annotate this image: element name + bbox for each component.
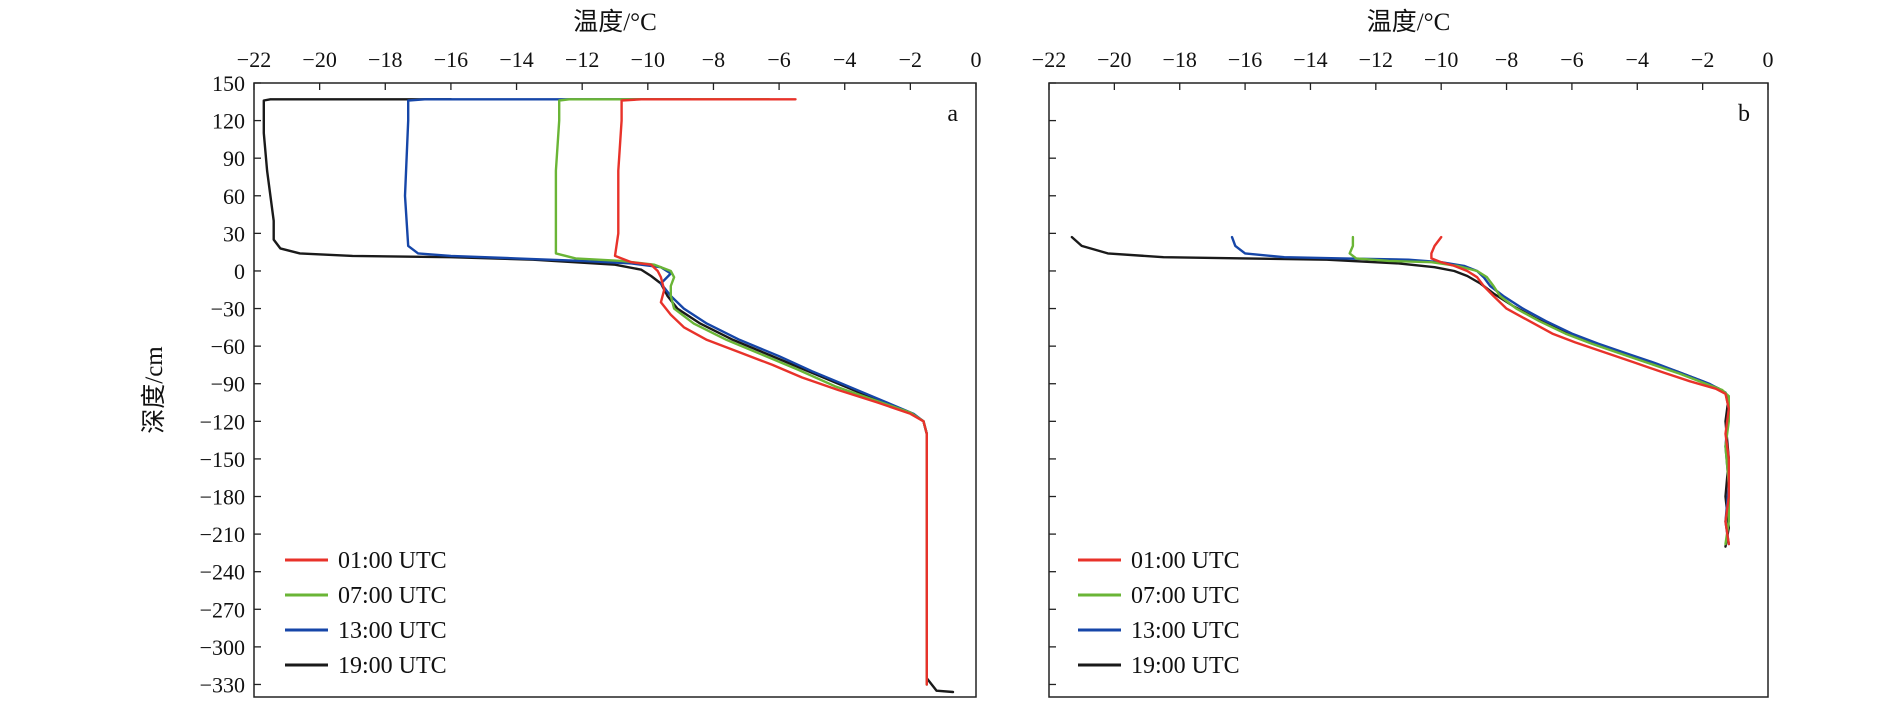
legend-label: 07:00 UTC xyxy=(338,583,447,609)
x-tick-label: 0 xyxy=(1763,47,1774,72)
y-tick-label: −120 xyxy=(200,409,245,434)
x-tick-label: −6 xyxy=(1560,47,1583,72)
legend-label: 01:00 UTC xyxy=(338,548,447,574)
x-tick-label: −20 xyxy=(302,47,336,72)
series-line-19-00-utc xyxy=(1070,235,1730,548)
x-axis-title: 温度/°C xyxy=(573,8,657,36)
x-tick-label: −12 xyxy=(565,47,599,72)
y-tick-label: −210 xyxy=(200,522,245,547)
x-tick-label: −22 xyxy=(1032,47,1066,72)
plot-frame xyxy=(1048,82,1769,698)
y-axis-title: 深度/cm xyxy=(140,346,168,434)
y-tick-label: 60 xyxy=(223,184,245,209)
legend-label: 19:00 UTC xyxy=(338,653,447,679)
x-tick-label: −12 xyxy=(1359,47,1393,72)
x-tick-label: −18 xyxy=(368,47,402,72)
chart-panel-a: −22 −20 −18 −16 −14 −12 −10 −8 −6 −4 −2 0温度/°C15012… xyxy=(140,8,982,698)
x-tick-label: −10 xyxy=(631,47,665,72)
x-tick-label: −16 xyxy=(1228,47,1262,72)
x-tick-label: −14 xyxy=(1293,47,1327,72)
y-tick-label: −330 xyxy=(200,672,245,697)
legend-label: 01:00 UTC xyxy=(1131,548,1240,574)
plot-frame xyxy=(253,82,977,698)
series-line-07-00-utc xyxy=(554,98,928,686)
x-tick-label: −18 xyxy=(1163,47,1197,72)
y-tick-label: −150 xyxy=(200,447,245,472)
x-tick-label: −2 xyxy=(899,47,922,72)
x-tick-label: −14 xyxy=(499,47,533,72)
x-tick-label: −8 xyxy=(702,47,725,72)
y-tick-label: −240 xyxy=(200,560,245,585)
series-line-01-00-utc xyxy=(613,98,928,686)
y-tick-label: −180 xyxy=(200,485,245,510)
y-tick-label: 0 xyxy=(234,259,245,284)
x-tick-label: −2 xyxy=(1691,47,1714,72)
x-tick-label: 0 xyxy=(971,47,982,72)
legend-label: 13:00 UTC xyxy=(1131,618,1240,644)
panel-label: a xyxy=(947,101,958,127)
x-tick-label: −16 xyxy=(434,47,468,72)
x-tick-label: −22 xyxy=(237,47,271,72)
legend-label: 07:00 UTC xyxy=(1131,583,1240,609)
legend-label: 13:00 UTC xyxy=(338,618,447,644)
y-tick-label: −90 xyxy=(211,372,245,397)
y-tick-label: 150 xyxy=(212,71,245,96)
x-tick-label: −6 xyxy=(767,47,790,72)
y-tick-label: −30 xyxy=(211,297,245,322)
y-tick-label: −300 xyxy=(200,635,245,660)
x-axis-title: 温度/°C xyxy=(1367,8,1451,36)
chart-panel-b: −22 −20 −18 −16 −14 −12 −10 −8 −6 −4 −2 0温度/°Cb01:0… xyxy=(1032,8,1774,698)
legend-label: 19:00 UTC xyxy=(1131,653,1240,679)
panel-label: b xyxy=(1738,101,1750,127)
y-tick-label: −60 xyxy=(211,334,245,359)
series-line-01-00-utc xyxy=(1430,235,1730,546)
series-line-07-00-utc xyxy=(1348,235,1730,546)
x-tick-label: −10 xyxy=(1424,47,1458,72)
y-tick-label: 120 xyxy=(212,109,245,134)
x-tick-label: −4 xyxy=(1626,47,1649,72)
y-tick-label: 30 xyxy=(223,221,245,246)
y-tick-label: −270 xyxy=(200,597,245,622)
x-tick-label: −8 xyxy=(1495,47,1518,72)
y-tick-label: 90 xyxy=(223,146,245,171)
x-tick-label: −20 xyxy=(1097,47,1131,72)
x-tick-label: −4 xyxy=(833,47,856,72)
